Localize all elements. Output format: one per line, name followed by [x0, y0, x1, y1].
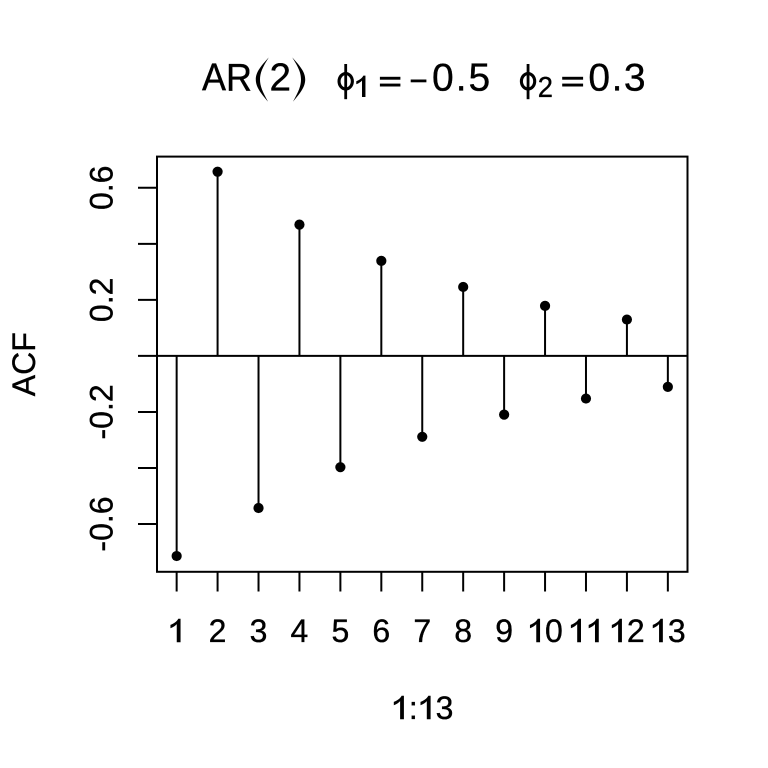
- svg-text:9: 9: [495, 613, 513, 649]
- svg-text:2: 2: [209, 613, 227, 649]
- svg-text:2: 2: [627, 613, 645, 649]
- svg-text:ACF: ACF: [6, 332, 42, 396]
- svg-text:0.2: 0.2: [84, 278, 120, 322]
- svg-text:7: 7: [413, 613, 431, 649]
- svg-text:3: 3: [250, 613, 268, 649]
- svg-text:5: 5: [331, 613, 349, 649]
- svg-text::: :: [409, 690, 418, 726]
- svg-text:3: 3: [436, 690, 454, 726]
- svg-text:0: 0: [545, 613, 563, 649]
- svg-text:-0.6: -0.6: [84, 496, 120, 551]
- svg-text:6: 6: [372, 613, 390, 649]
- svg-text:-0.2: -0.2: [84, 384, 120, 439]
- svg-text:8: 8: [454, 613, 472, 649]
- svg-text:4: 4: [291, 613, 309, 649]
- svg-text:3: 3: [668, 613, 686, 649]
- svg-text:0.6: 0.6: [84, 166, 120, 210]
